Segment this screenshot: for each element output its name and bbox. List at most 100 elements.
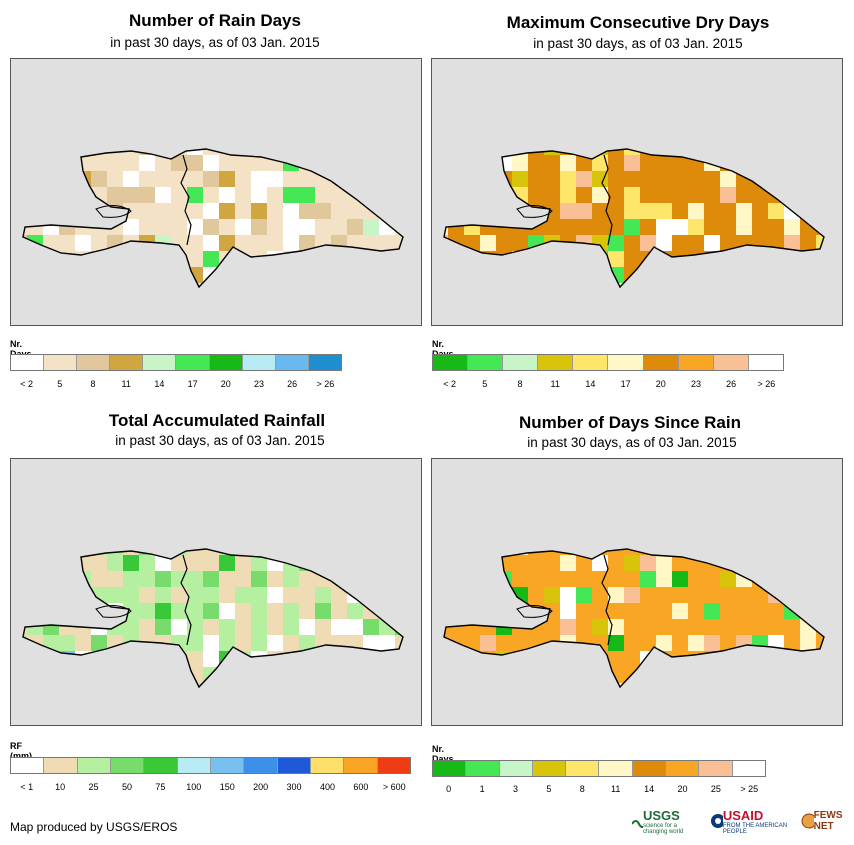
panel-subtitle: in past 30 days, as of 03 Jan. 2015 xyxy=(533,36,743,51)
legend-tick-label: > 25 xyxy=(740,784,759,794)
legend-tick-label: 20 xyxy=(677,784,688,794)
legend-tick-label: 600 xyxy=(353,782,369,792)
legend-tick-label: 8 xyxy=(579,784,585,794)
legend-swatch xyxy=(77,355,111,370)
panel-title: Maximum Consecutive Dry Days xyxy=(506,13,770,32)
legend-tick-label: > 26 xyxy=(316,379,335,389)
legend-swatch xyxy=(177,758,211,773)
legend-tick-label: 26 xyxy=(287,379,298,389)
legend-swatch xyxy=(210,758,245,773)
coastline xyxy=(601,554,613,646)
legend-swatch xyxy=(678,355,714,370)
legend-bar xyxy=(432,354,784,371)
legend-ticks: < 1 10 25 50 75 100 150 200 300 400 600 > 600 xyxy=(10,782,411,794)
legend-ticks: < 2 5 8 11 14 17 20 23 26 > 26 xyxy=(10,379,342,391)
legend-swatch xyxy=(748,355,783,370)
legend-tick-label: 11 xyxy=(121,379,131,389)
legend-tick-label: 400 xyxy=(319,782,335,792)
map-credit: Map produced by USGS/EROS xyxy=(10,820,178,834)
legend-tick-label: 5 xyxy=(57,379,63,389)
legend-swatch xyxy=(538,355,574,370)
legend-tick-label: < 2 xyxy=(443,379,456,389)
coastline xyxy=(180,554,192,646)
legend-swatch xyxy=(11,758,45,773)
legend-bar xyxy=(10,354,342,371)
legend-tick-label: 23 xyxy=(690,379,702,389)
legend-tick-label: 5 xyxy=(482,379,488,389)
legend-tick-label: > 26 xyxy=(757,379,776,389)
raster-cells xyxy=(23,149,403,287)
legend-tick-label: 50 xyxy=(121,782,132,792)
raster-cells xyxy=(23,549,403,687)
legend-tick-label: 150 xyxy=(219,782,235,792)
panel-title: Number of Days Since Rain xyxy=(518,413,741,432)
legend-swatch xyxy=(468,355,504,370)
usaid-logo: USAID FROM THE AMERICAN PEOPLE xyxy=(710,808,793,835)
usgs-wave-icon xyxy=(632,820,643,828)
legend-tick-label: 0 xyxy=(446,784,452,794)
legend-swatch xyxy=(344,758,378,773)
map-accumulated-rainfall xyxy=(10,458,422,726)
legend-swatch xyxy=(275,355,309,370)
legend-swatch xyxy=(573,355,609,370)
legend-tick-label: 20 xyxy=(655,379,666,389)
panel-title: Total Accumulated Rainfall xyxy=(108,411,326,430)
legend-swatch xyxy=(244,758,278,773)
coastline xyxy=(95,205,132,218)
legend-tick-label: 25 xyxy=(88,782,99,792)
coastline xyxy=(95,605,132,618)
coastline xyxy=(443,548,825,689)
coastline xyxy=(516,205,553,218)
map-days-since-rain xyxy=(431,458,843,726)
coastline xyxy=(601,154,613,246)
legend-swatch xyxy=(44,758,78,773)
legend-swatch xyxy=(503,355,539,370)
legend-bar xyxy=(10,757,411,774)
coastline xyxy=(180,154,192,246)
legend-tick-label: 17 xyxy=(620,379,631,389)
legend-swatch xyxy=(699,761,733,776)
legend-ticks: < 2 5 8 11 14 17 20 23 26 > 26 xyxy=(432,379,784,391)
legend-swatch xyxy=(433,355,469,370)
legend-swatch xyxy=(308,355,341,370)
legend-tick-label: 75 xyxy=(155,782,166,792)
legend-tick-label: 1 xyxy=(479,784,485,794)
legend-swatch xyxy=(110,355,144,370)
coastline xyxy=(22,548,404,689)
legend-swatch xyxy=(242,355,276,370)
legend-swatch xyxy=(11,355,45,370)
legend-swatch xyxy=(566,761,600,776)
legend-tick-label: 8 xyxy=(90,379,96,389)
legend-tick-label: 5 xyxy=(546,784,552,794)
legend-swatch xyxy=(44,355,78,370)
panel-subtitle: in past 30 days, as of 03 Jan. 2015 xyxy=(527,435,737,450)
raster-cells xyxy=(444,549,824,687)
legend-swatch xyxy=(310,758,345,773)
legend-swatch xyxy=(377,758,410,773)
legend-tick-label: 26 xyxy=(726,379,737,389)
legend-tick-label: 14 xyxy=(154,379,165,389)
legend-tick-label: 11 xyxy=(611,784,621,794)
legend-ticks: 0 1 3 5 8 11 14 20 25 > 25 xyxy=(432,784,766,796)
legend-swatch xyxy=(176,355,210,370)
legend-swatch xyxy=(466,761,500,776)
legend-tick-label: > 600 xyxy=(382,782,406,792)
legend-tick-label: 11 xyxy=(550,379,560,389)
legend-swatch xyxy=(732,761,765,776)
legend-swatch xyxy=(143,355,177,370)
legend-tick-label: 300 xyxy=(286,782,302,792)
legend-swatch xyxy=(666,761,700,776)
legend-swatch xyxy=(110,758,145,773)
usgs-logo: USGS science for a changing world xyxy=(632,808,702,835)
legend-swatch xyxy=(632,761,667,776)
legend-swatch xyxy=(209,355,243,370)
legend-tick-label: 200 xyxy=(253,782,269,792)
legend-tick-label: < 1 xyxy=(20,782,34,792)
panel-title: Number of Rain Days xyxy=(129,11,301,30)
legend-tick-label: 8 xyxy=(517,379,523,389)
legend-swatch xyxy=(499,761,533,776)
map-rain-days xyxy=(10,58,422,326)
legend-unit: Nr. Days xyxy=(432,744,454,764)
legend-tick-label: 25 xyxy=(710,784,721,794)
logo-strip: USGS science for a changing world USAID FR… xyxy=(632,806,854,836)
